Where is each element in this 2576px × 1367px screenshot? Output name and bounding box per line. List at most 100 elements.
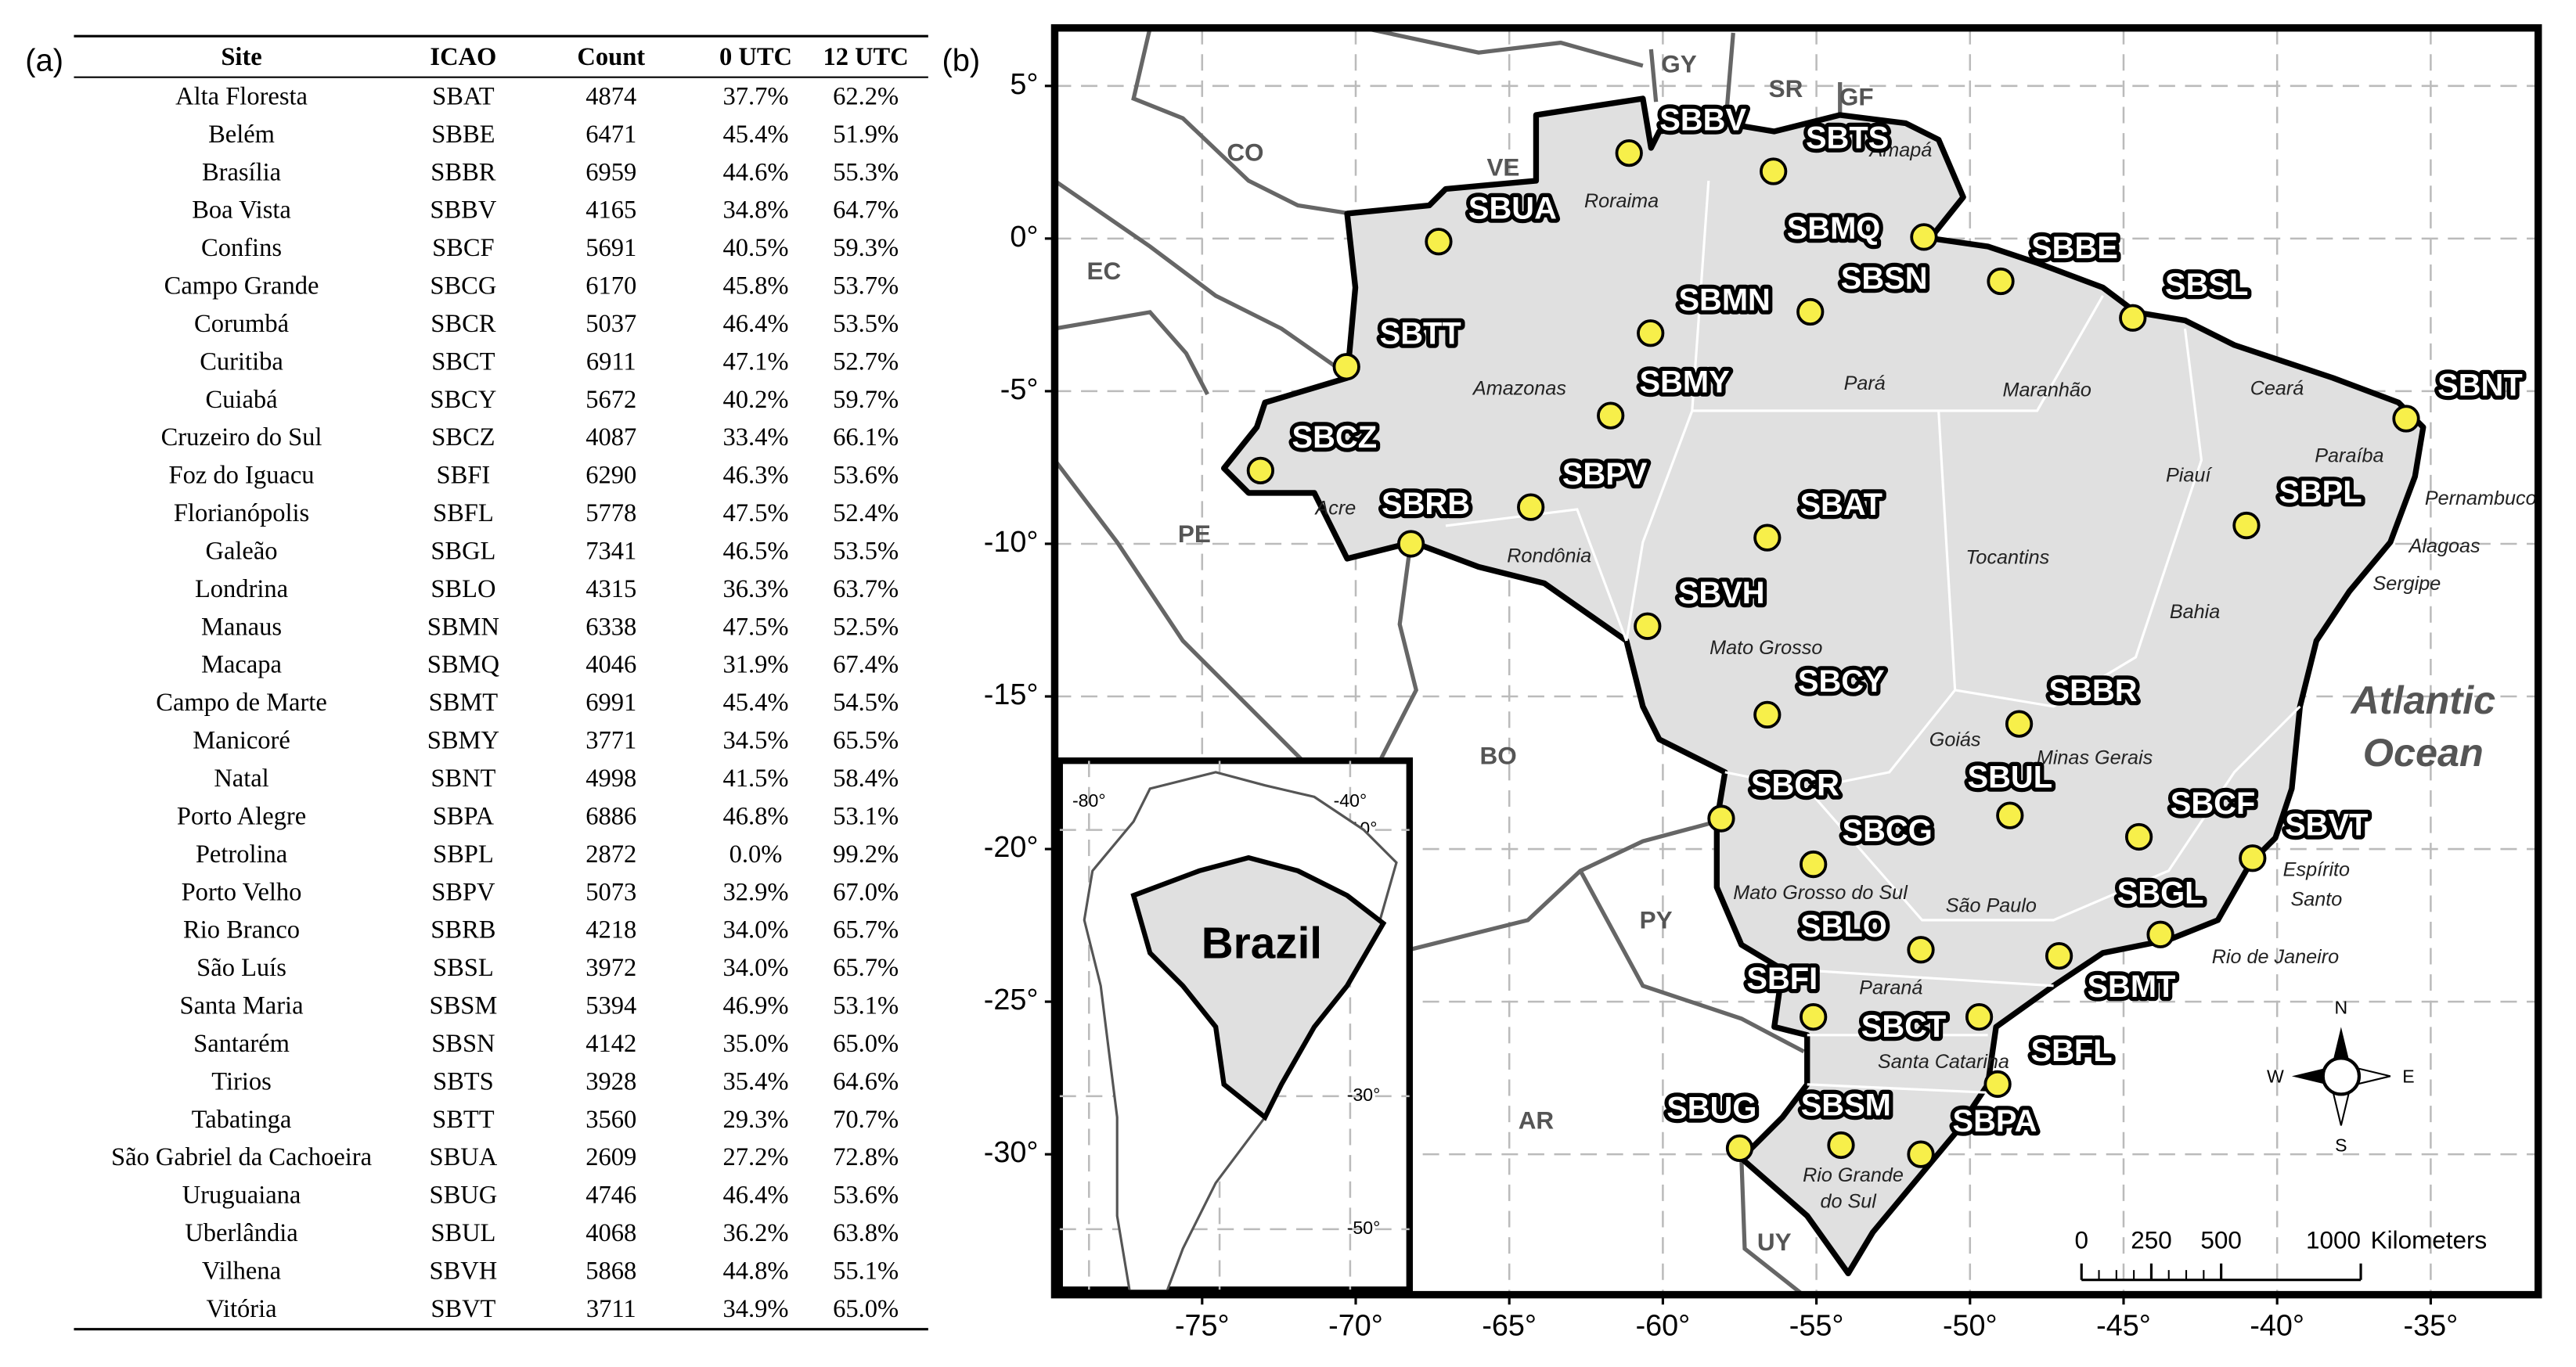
y-tick-label: 0°: [1010, 221, 1038, 254]
table-cell: 5868: [585, 1257, 636, 1285]
table-cell: 6886: [585, 802, 636, 830]
site-label: SBPV: [1562, 457, 1648, 491]
site-marker: [1910, 223, 1938, 251]
table-cell: 53.7%: [833, 272, 899, 300]
table-cell: Londrina: [195, 575, 288, 603]
table-cell: Florianópolis: [174, 499, 309, 527]
inset: -80°-60°-40°10°-30°-50°: [1056, 757, 1414, 1293]
table-cell: 46.4%: [722, 1182, 788, 1210]
table-cell: SBNT: [431, 764, 495, 793]
site-label: SBMT: [2087, 969, 2175, 1004]
table-cell: 4046: [585, 651, 636, 679]
y-tick-label: -10°: [984, 526, 1039, 559]
table-cell: 4998: [585, 764, 636, 793]
table-cell: 33.4%: [722, 423, 788, 451]
table-cell: SBTT: [432, 1106, 495, 1134]
state-label: Paraíba: [2315, 444, 2383, 466]
state-border: [1445, 508, 1628, 642]
table-cell: SBCY: [430, 386, 496, 414]
table-cell: SBPV: [431, 878, 495, 906]
site-marker: [1725, 1134, 1754, 1163]
state-label: Piauí: [2166, 465, 2213, 487]
table-cell: 44.8%: [722, 1257, 788, 1285]
x-tick-label: -70°: [1328, 1310, 1383, 1343]
compass: N E S W: [2267, 997, 2415, 1155]
table-cell: 36.3%: [722, 575, 788, 603]
table-cell: 4087: [585, 423, 636, 451]
table-cell: 64.6%: [833, 1067, 899, 1095]
table-cell: Tirios: [211, 1067, 272, 1095]
x-tick-label: -75°: [1175, 1310, 1230, 1343]
table-cell: Vilhena: [202, 1257, 281, 1285]
site-label: SBRB: [1382, 487, 1470, 521]
table-cell: 36.2%: [722, 1219, 788, 1247]
table-cell: Campo Grande: [164, 272, 319, 300]
site-marker: [1983, 1070, 2012, 1099]
site-marker: [2392, 405, 2420, 433]
table-cell: 35.4%: [722, 1067, 788, 1095]
table-cell: 4142: [585, 1030, 636, 1058]
table-cell: 4874: [585, 82, 636, 110]
state-label: Ceará: [2250, 377, 2304, 399]
site-label: SBSN: [1841, 261, 1928, 296]
table-cell: 4315: [585, 575, 636, 603]
country-label: EC: [1087, 257, 1122, 285]
border: [1131, 27, 1351, 216]
border: [1054, 310, 1209, 396]
table-cell: Uruguaiana: [182, 1182, 301, 1210]
table-cell: 51.9%: [833, 121, 899, 149]
table-cell: 34.5%: [722, 727, 788, 755]
site-label: SBSM: [1801, 1088, 1891, 1123]
site-label: SBMQ: [1787, 211, 1881, 246]
table-cell: SBSM: [429, 992, 497, 1020]
table-cell: 6170: [585, 272, 636, 300]
table-cell: SBRB: [431, 916, 495, 944]
compass-label: E: [2402, 1067, 2414, 1087]
table-cell: Manicoré: [193, 727, 290, 755]
table-cell: 37.7%: [722, 82, 788, 110]
border: [1578, 869, 1805, 1054]
table-cell: 63.7%: [833, 575, 899, 603]
border: [1723, 32, 1735, 132]
state-label: Alagoas: [2408, 535, 2481, 557]
site-label: SBBR: [2049, 674, 2138, 708]
state-border: [1806, 705, 2301, 922]
state-label: Amapá: [1868, 139, 1932, 161]
table-cell: 65.7%: [833, 916, 899, 944]
table-cell: SBMY: [427, 727, 499, 755]
country-label: PY: [1640, 906, 1673, 934]
table-cell: Corumbá: [194, 310, 289, 338]
y-tick-label: -25°: [984, 984, 1039, 1016]
column-header: Site: [221, 43, 261, 71]
border: [1378, 550, 1418, 762]
site-label: SBCR: [1751, 768, 1839, 803]
table-cell: SBVT: [431, 1295, 495, 1323]
table-cell: SBBV: [430, 196, 496, 225]
site-label: SBUL: [1968, 760, 2053, 794]
inset-brazil: [1130, 854, 1387, 1121]
table-cell: 67.0%: [833, 878, 899, 906]
table-cell: 70.7%: [833, 1106, 899, 1134]
x-tick-label: -65°: [1482, 1310, 1537, 1343]
table-cell: 46.5%: [722, 537, 788, 565]
state-label: Roraima: [1584, 190, 1659, 212]
table-cell: 34.0%: [722, 916, 788, 944]
site-marker: [1965, 1002, 1994, 1031]
map-labels: VE CO EC GY SR GF PE BO PY AR UY Roraima Amapá Amazon…: [1087, 50, 2537, 1256]
table-cell: 45.8%: [722, 272, 788, 300]
column-header: ICAO: [430, 43, 496, 71]
border: [1648, 49, 1659, 103]
table-cell: Tabatinga: [192, 1106, 292, 1134]
inset-label: Brazil: [1202, 919, 1322, 968]
table-cell: 3560: [585, 1106, 636, 1134]
ocean-label: Atlantic: [2349, 678, 2495, 722]
table-cell: Vitória: [206, 1295, 276, 1323]
table-cell: SBLO: [431, 575, 495, 603]
table-cell: 52.4%: [833, 499, 899, 527]
state-label: Mato Grosso: [1710, 637, 1822, 659]
table-cell: 45.4%: [722, 689, 788, 717]
table-cell: 52.7%: [833, 347, 899, 376]
state-label: Minas Gerais: [2037, 747, 2153, 769]
site-label: SBFI: [1746, 962, 1818, 996]
table-cell: Natal: [214, 764, 268, 793]
